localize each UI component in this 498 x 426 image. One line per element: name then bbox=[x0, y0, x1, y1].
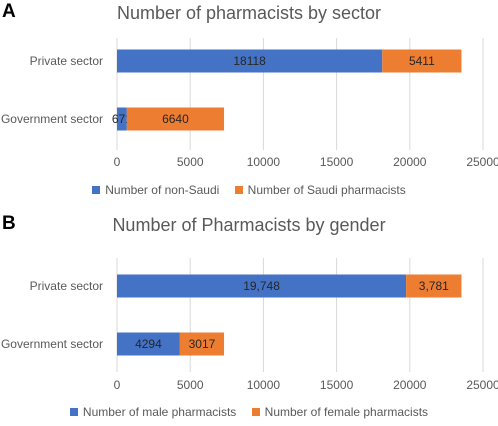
x-tick-label-15000: 15000 bbox=[320, 378, 354, 392]
legend-item-saudi: Number of Saudi pharmacists bbox=[234, 183, 406, 197]
x-tick-label-25000: 25000 bbox=[466, 378, 498, 392]
chart-title-a: Number of pharmacists by sector bbox=[116, 3, 382, 23]
legend-item-female: Number of female pharmacists bbox=[251, 405, 429, 419]
x-tick-label-20000: 20000 bbox=[393, 155, 427, 169]
legend-b: Number of male pharmacists Number of fem… bbox=[0, 405, 498, 419]
chart-panel-b: B Number of Pharmacists by gender 0 5000 1… bbox=[0, 212, 498, 426]
data-label-private-sector-number-of-female-pharmacists: 3,781 bbox=[419, 279, 449, 293]
bar-government-sector-number-of-saudi-pharmacists bbox=[126, 107, 225, 131]
legend-swatch-orange bbox=[251, 408, 260, 416]
data-label-government-sector-number-of-male-pharmacists: 4294 bbox=[135, 337, 162, 351]
data-label-government-sector-number-of-saudi-pharmacists: 6640 bbox=[162, 112, 189, 126]
data-label-government-sector-number-of-female-pharmacists: 3017 bbox=[189, 337, 216, 351]
plot-area-b: 0 5000 10000 15000 20000 25000 Private sector 1… bbox=[1, 258, 498, 392]
panel-letter-b: B bbox=[2, 213, 16, 234]
bar-government-sector-number-of-male-pharmacists bbox=[117, 332, 180, 356]
bar-private-sector-number-of-female-pharmacists bbox=[406, 274, 462, 298]
x-tick-label-5000: 5000 bbox=[177, 155, 204, 169]
x-tick-label-10000: 10000 bbox=[247, 378, 281, 392]
legend-label: Number of non-Saudi bbox=[105, 183, 220, 197]
data-label-private-sector-number-of-male-pharmacists: 19,748 bbox=[243, 279, 280, 293]
category-label-private-sector: Private sector bbox=[30, 279, 103, 293]
data-label-private-sector-number-of-saudi-pharmacists: 5411 bbox=[409, 54, 435, 68]
category-label-government-sector: Government sector bbox=[1, 337, 103, 351]
x-tick-label-0: 0 bbox=[114, 155, 121, 169]
bar-private-sector-number-of-saudi-pharmacists bbox=[382, 49, 462, 73]
bar-private-sector-number-of-male-pharmacists bbox=[117, 274, 407, 298]
category-label-government-sector: Government sector bbox=[1, 112, 103, 126]
chart-title-b: Number of Pharmacists by gender bbox=[112, 215, 386, 235]
data-label-private-sector-number-of-non-saudi: 18118 bbox=[233, 54, 266, 68]
x-tick-label-25000: 25000 bbox=[466, 155, 498, 169]
x-tick-label-15000: 15000 bbox=[320, 155, 354, 169]
category-label-private-sector: Private sector bbox=[30, 54, 103, 68]
x-tick-label-20000: 20000 bbox=[393, 378, 427, 392]
panel-letter-a: A bbox=[2, 1, 16, 22]
bar-government-sector-number-of-female-pharmacists bbox=[179, 332, 225, 356]
legend-swatch-orange bbox=[234, 186, 243, 194]
bar-government-sector-number-of-non-saudi bbox=[117, 107, 127, 131]
x-tick-label-0: 0 bbox=[114, 378, 121, 392]
legend-a: Number of non-Saudi Number of Saudi phar… bbox=[0, 183, 498, 197]
legend-item-male: Number of male pharmacists bbox=[69, 405, 237, 419]
legend-item-non-saudi: Number of non-Saudi bbox=[92, 183, 219, 197]
legend-label: Number of Saudi pharmacists bbox=[247, 183, 406, 197]
legend-swatch-blue bbox=[69, 408, 78, 416]
plot-area-a: 0 5000 10000 15000 20000 25000 Private sector 1… bbox=[1, 38, 498, 169]
chart-panel-a: A Number of pharmacists by sector 0 5000 1… bbox=[0, 0, 498, 210]
legend-swatch-blue bbox=[92, 186, 101, 194]
bar-private-sector-number-of-non-saudi bbox=[117, 49, 383, 73]
x-tick-label-5000: 5000 bbox=[177, 378, 204, 392]
x-tick-label-10000: 10000 bbox=[247, 155, 281, 169]
legend-label: Number of male pharmacists bbox=[82, 405, 237, 419]
legend-label: Number of female pharmacists bbox=[264, 405, 429, 419]
